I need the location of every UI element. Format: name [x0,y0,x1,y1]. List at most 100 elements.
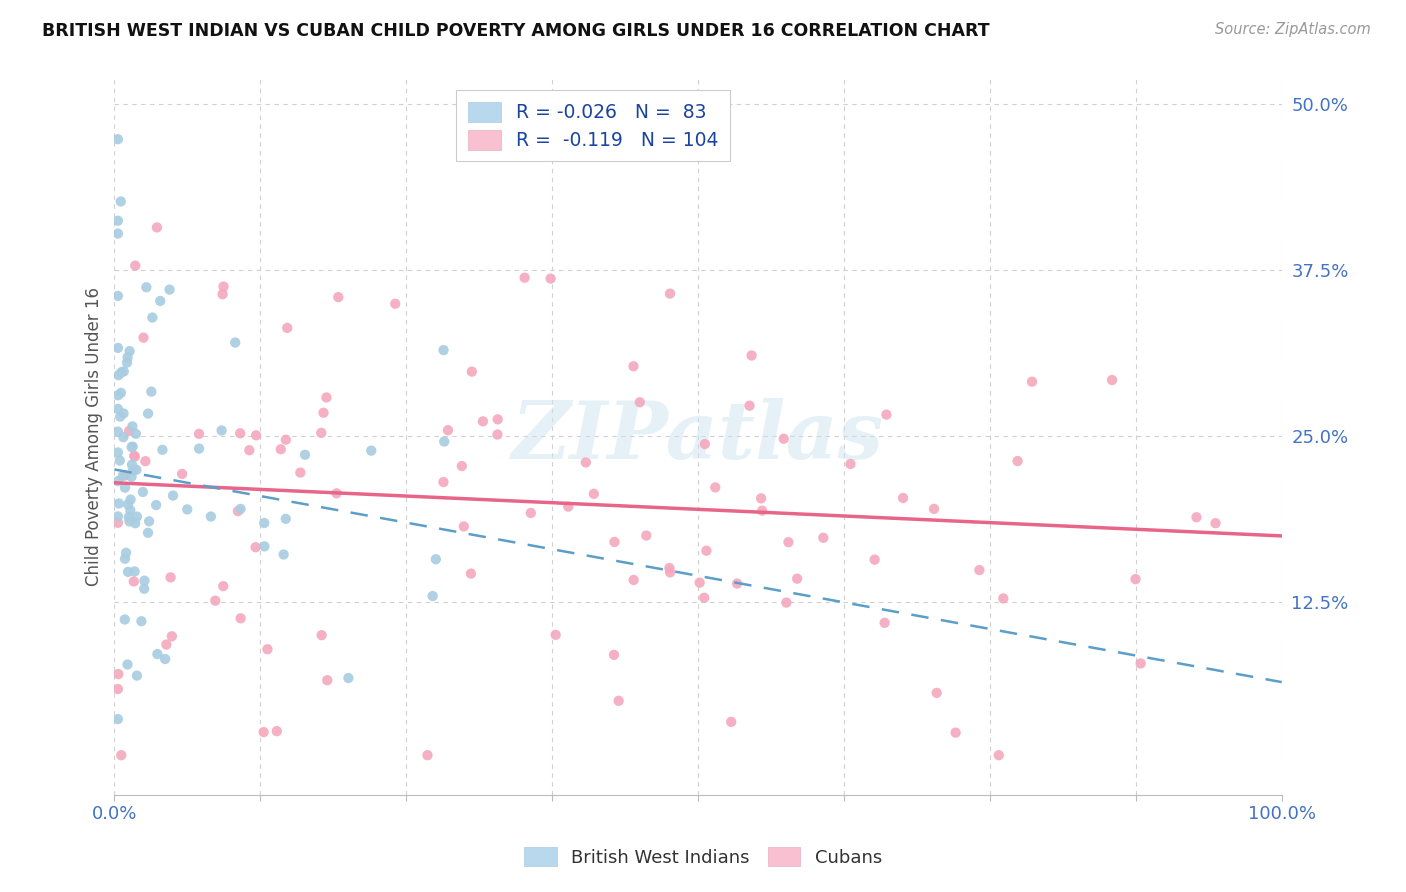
Point [582,487,605,501]
Point [689,575,711,590]
Point [751,504,773,518]
Point [118,515,141,529]
Point [107,388,129,402]
Point [513,270,536,285]
Point [159,570,181,584]
Legend: British West Indians, Cubans: British West Indians, Cubans [517,840,889,874]
Y-axis label: Child Poverty Among Girls Under 16: Child Poverty Among Girls Under 16 [86,286,103,586]
Point [107,667,129,681]
Point [294,448,316,462]
Point [107,341,129,355]
Point [114,551,136,566]
Point [152,442,174,457]
Point [118,510,141,524]
Point [256,642,278,657]
Point [738,399,761,413]
Point [110,194,132,209]
Point [107,445,129,459]
Point [124,565,146,579]
Point [460,566,482,581]
Point [453,519,475,533]
Point [695,543,717,558]
Point [149,293,172,308]
Point [229,501,252,516]
Point [122,463,145,477]
Point [544,628,567,642]
Point [273,548,295,562]
Point [117,565,139,579]
Point [118,424,141,438]
Point [107,681,129,696]
Point [159,283,181,297]
Point [125,668,148,682]
Point [253,516,276,530]
Point [121,458,143,472]
Point [245,428,267,442]
Point [188,442,211,456]
Point [134,454,156,468]
Point [875,408,897,422]
Point [693,591,716,605]
Point [659,286,682,301]
Point [433,434,456,449]
Point [224,335,246,350]
Point [153,652,176,666]
Point [311,628,333,642]
Point [290,466,312,480]
Point [211,424,233,438]
Point [863,552,886,566]
Point [110,385,132,400]
Point [312,406,335,420]
Point [132,331,155,345]
Point [741,349,763,363]
Point [309,425,332,440]
Point [121,469,143,483]
Point [107,516,129,530]
Point [274,433,297,447]
Point [211,287,233,301]
Point [107,213,129,227]
Point [337,671,360,685]
Point [135,280,157,294]
Point [1021,375,1043,389]
Point [557,500,579,514]
Point [134,574,156,588]
Point [945,725,967,739]
Point [107,474,129,488]
Point [969,563,991,577]
Point [118,344,141,359]
Point [720,714,742,729]
Point [245,540,267,554]
Point [188,426,211,441]
Point [461,365,484,379]
Point [120,492,142,507]
Point [749,491,772,506]
Point [124,259,146,273]
Point [238,443,260,458]
Point [115,546,138,560]
Point [176,502,198,516]
Point [107,509,129,524]
Point [636,528,658,542]
Point [432,475,454,489]
Point [704,480,727,494]
Point [328,290,350,304]
Point [134,582,156,596]
Point [112,407,135,421]
Point [226,504,249,518]
Point [125,426,148,441]
Point [110,748,132,763]
Point [111,468,134,483]
Point [520,506,543,520]
Point [603,648,626,662]
Point [607,694,630,708]
Point [141,384,163,399]
Point [772,432,794,446]
Point [384,297,406,311]
Point [114,468,136,483]
Point [922,502,945,516]
Point [270,442,292,457]
Point [112,364,135,378]
Point [486,412,509,426]
Point [266,724,288,739]
